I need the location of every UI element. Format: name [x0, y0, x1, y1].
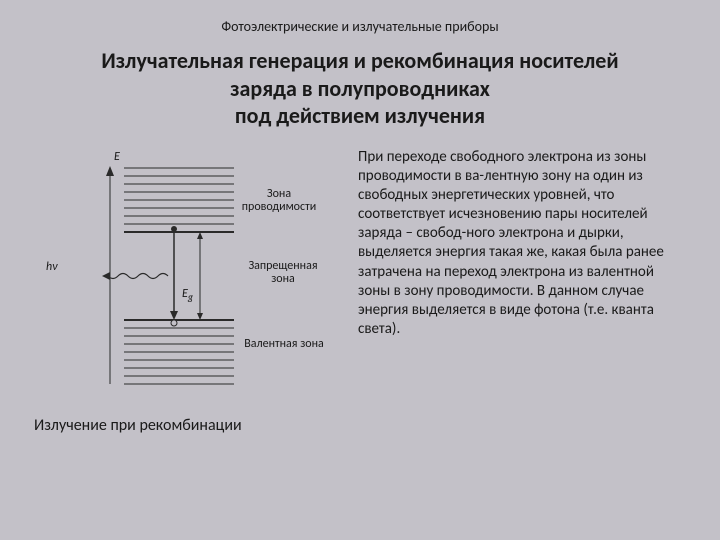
- label-forbidden-zone: Запрещенная зона: [238, 260, 328, 286]
- label-e: E: [114, 150, 120, 164]
- page-title: Излучательная генерация и рекомбинация н…: [0, 47, 720, 130]
- band-diagram: E Зона проводимости Запрещенная зона Eg …: [34, 148, 334, 408]
- label-conduction-zone: Зона проводимости: [234, 188, 324, 214]
- title-line-3: под действием излучения: [235, 102, 485, 129]
- page-category: Фотоэлектрические и излучательные прибор…: [0, 0, 720, 35]
- figure-caption: Излучение при рекомбинации: [34, 416, 334, 435]
- label-hv: hν: [46, 260, 58, 274]
- label-eg: Eg: [182, 287, 193, 303]
- body-text: При переходе свободного электрона из зон…: [358, 148, 686, 435]
- label-valence-zone: Валентная зона: [244, 338, 324, 351]
- title-line-2: заряда в полупроводниках: [230, 75, 490, 102]
- content-row: E Зона проводимости Запрещенная зона Eg …: [0, 130, 720, 435]
- title-line-1: Излучательная генерация и рекомбинация н…: [101, 47, 618, 74]
- figure-column: E Зона проводимости Запрещенная зона Eg …: [34, 148, 334, 435]
